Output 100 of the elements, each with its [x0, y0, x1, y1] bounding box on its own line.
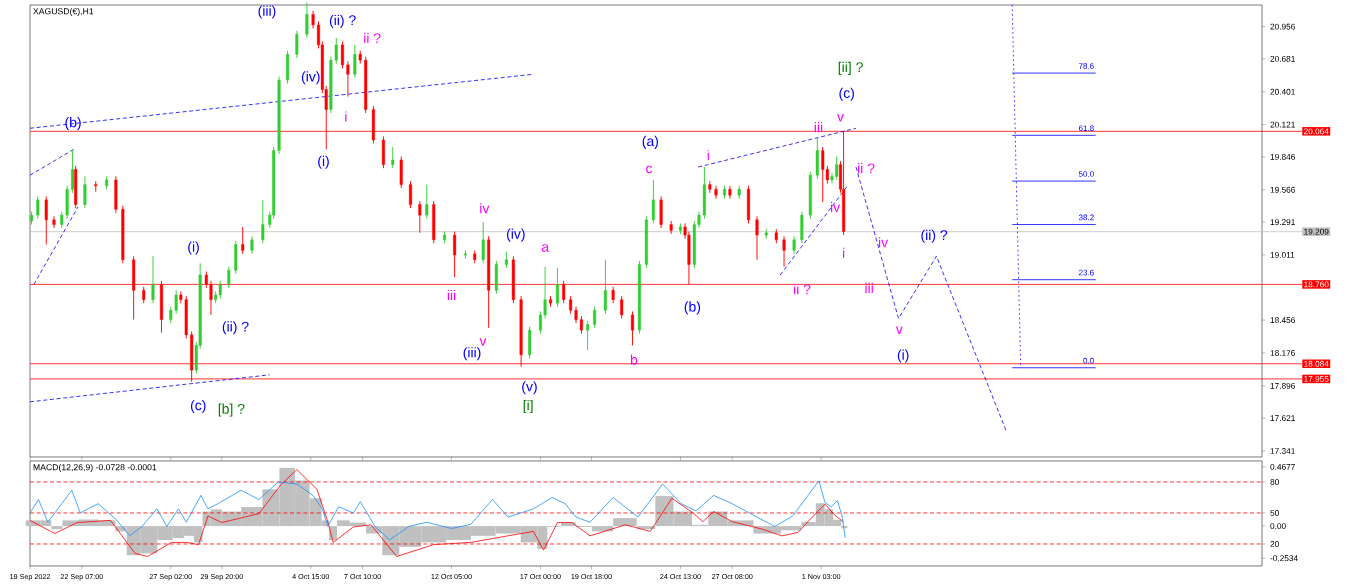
- candlestick: [755, 215, 759, 261]
- annotation: (ii) ?: [921, 229, 948, 243]
- candlestick: [593, 306, 597, 329]
- annotation: v: [479, 338, 487, 346]
- y2-tick-label: 20: [1270, 541, 1279, 547]
- ref-line-label: 18.760: [1304, 281, 1329, 288]
- candlestick: [728, 185, 732, 200]
- candlestick: [418, 200, 422, 234]
- candlestick: [782, 235, 786, 268]
- candlestick: [651, 179, 655, 224]
- candlestick: [391, 146, 395, 169]
- annotation: iv: [830, 201, 841, 212]
- candlestick: [151, 255, 155, 304]
- candlestick: [36, 195, 40, 220]
- candlestick: [44, 195, 48, 245]
- candlestick: [603, 259, 607, 315]
- candlestick: [346, 60, 350, 98]
- series-label: 23.6: [1078, 269, 1094, 276]
- y-tick-label: 18.456: [1270, 317, 1295, 324]
- series-label: 50.0: [1078, 171, 1094, 177]
- annotation: [ii] ?: [838, 61, 863, 75]
- candlestick: [305, 2, 309, 39]
- annotation: (c): [839, 87, 854, 101]
- annotation: (iv): [301, 71, 320, 85]
- annotation: iii: [814, 122, 823, 133]
- candlestick: [425, 184, 429, 220]
- annotation: v: [837, 114, 844, 122]
- y-tick-label: 19.846: [1270, 153, 1295, 160]
- y-tick-label: 17.896: [1270, 382, 1295, 389]
- annotation: iv: [480, 203, 490, 214]
- candlestick: [669, 220, 673, 235]
- annotation: (b): [65, 117, 81, 131]
- y-tick-label: 20.121: [1270, 121, 1295, 128]
- y-tick-label: 20.681: [1270, 55, 1295, 62]
- annotation: (i): [897, 349, 909, 363]
- y-tick-label: 20.401: [1270, 88, 1295, 95]
- annotation: (iii): [258, 5, 276, 19]
- y-tick-label: 17.621: [1270, 415, 1295, 422]
- candlestick: [295, 30, 299, 59]
- ref-line-label: 20.064: [1304, 128, 1329, 135]
- annotation: i: [843, 247, 845, 258]
- line-series: [29, 480, 846, 541]
- candlestick: [52, 215, 56, 229]
- annotation: ii ?: [364, 32, 381, 43]
- ref-line-label: 18.084: [1304, 360, 1329, 367]
- candlestick: [71, 148, 75, 194]
- series-label: 61.8: [1078, 125, 1094, 132]
- candlestick: [353, 44, 357, 79]
- annotation: iv: [878, 237, 889, 248]
- candlestick: [714, 185, 718, 200]
- annotation: (i): [188, 241, 199, 255]
- series-label: 0.0: [1083, 357, 1094, 364]
- candlestick: [83, 175, 87, 209]
- series-label: 38.2: [1078, 214, 1094, 221]
- annotation: iii: [865, 282, 873, 293]
- annotation: (b): [684, 301, 701, 315]
- annotation: i: [707, 150, 709, 161]
- y-tick-label: 18.176: [1270, 350, 1295, 356]
- candlestick: [630, 310, 634, 346]
- y-tick-label: 19.566: [1270, 186, 1295, 193]
- annotation: (v): [522, 381, 537, 395]
- annotation: (iv): [506, 228, 525, 242]
- annotation: v: [895, 326, 903, 334]
- annotation: (iii): [463, 347, 481, 361]
- candlestick: [227, 266, 231, 289]
- candlestick: [340, 40, 344, 69]
- chart-title: XAGUSD(€),H1: [33, 7, 94, 16]
- annotation: b: [630, 354, 638, 365]
- annotation: (a): [642, 135, 658, 149]
- y-tick-label: 0.00: [1270, 523, 1286, 530]
- annotation: ii ?: [858, 163, 875, 174]
- annotation: i: [345, 111, 347, 122]
- annotation: (i): [318, 155, 329, 169]
- y-tick-label: 0.4677: [1270, 463, 1295, 470]
- ref-line-label: 19.209: [1304, 228, 1329, 235]
- ref-line-label: 17.955: [1304, 375, 1329, 382]
- candlestick: [481, 221, 485, 264]
- y2-tick-label: 80: [1270, 479, 1279, 485]
- candlestick: [821, 146, 825, 203]
- candlestick: [586, 320, 590, 351]
- candlestick: [555, 267, 559, 308]
- annotation: [i]: [523, 399, 533, 414]
- series-label: 78.6: [1078, 63, 1094, 69]
- annotation: iii: [447, 289, 456, 301]
- y-tick-label: -0.2534: [1270, 555, 1298, 562]
- annotation: (ii) ?: [329, 14, 356, 28]
- y2-tick-label: 50: [1270, 510, 1279, 516]
- candlestick: [241, 226, 245, 255]
- candlestick: [409, 180, 413, 209]
- y-tick-label: 20.956: [1270, 23, 1295, 30]
- y-tick-label: 19.291: [1270, 219, 1295, 225]
- y-tick-label: 17.341: [1270, 448, 1295, 454]
- candlestick: [94, 180, 98, 193]
- candlestick: [620, 295, 624, 319]
- annotation: (c): [190, 399, 206, 414]
- annotation: a: [541, 244, 550, 252]
- candlestick: [261, 199, 265, 244]
- candlestick: [453, 231, 457, 278]
- chart-title: MACD(12,26,9) -0.0728 -0.0001: [33, 463, 157, 472]
- y-tick-label: 19.011: [1270, 252, 1295, 258]
